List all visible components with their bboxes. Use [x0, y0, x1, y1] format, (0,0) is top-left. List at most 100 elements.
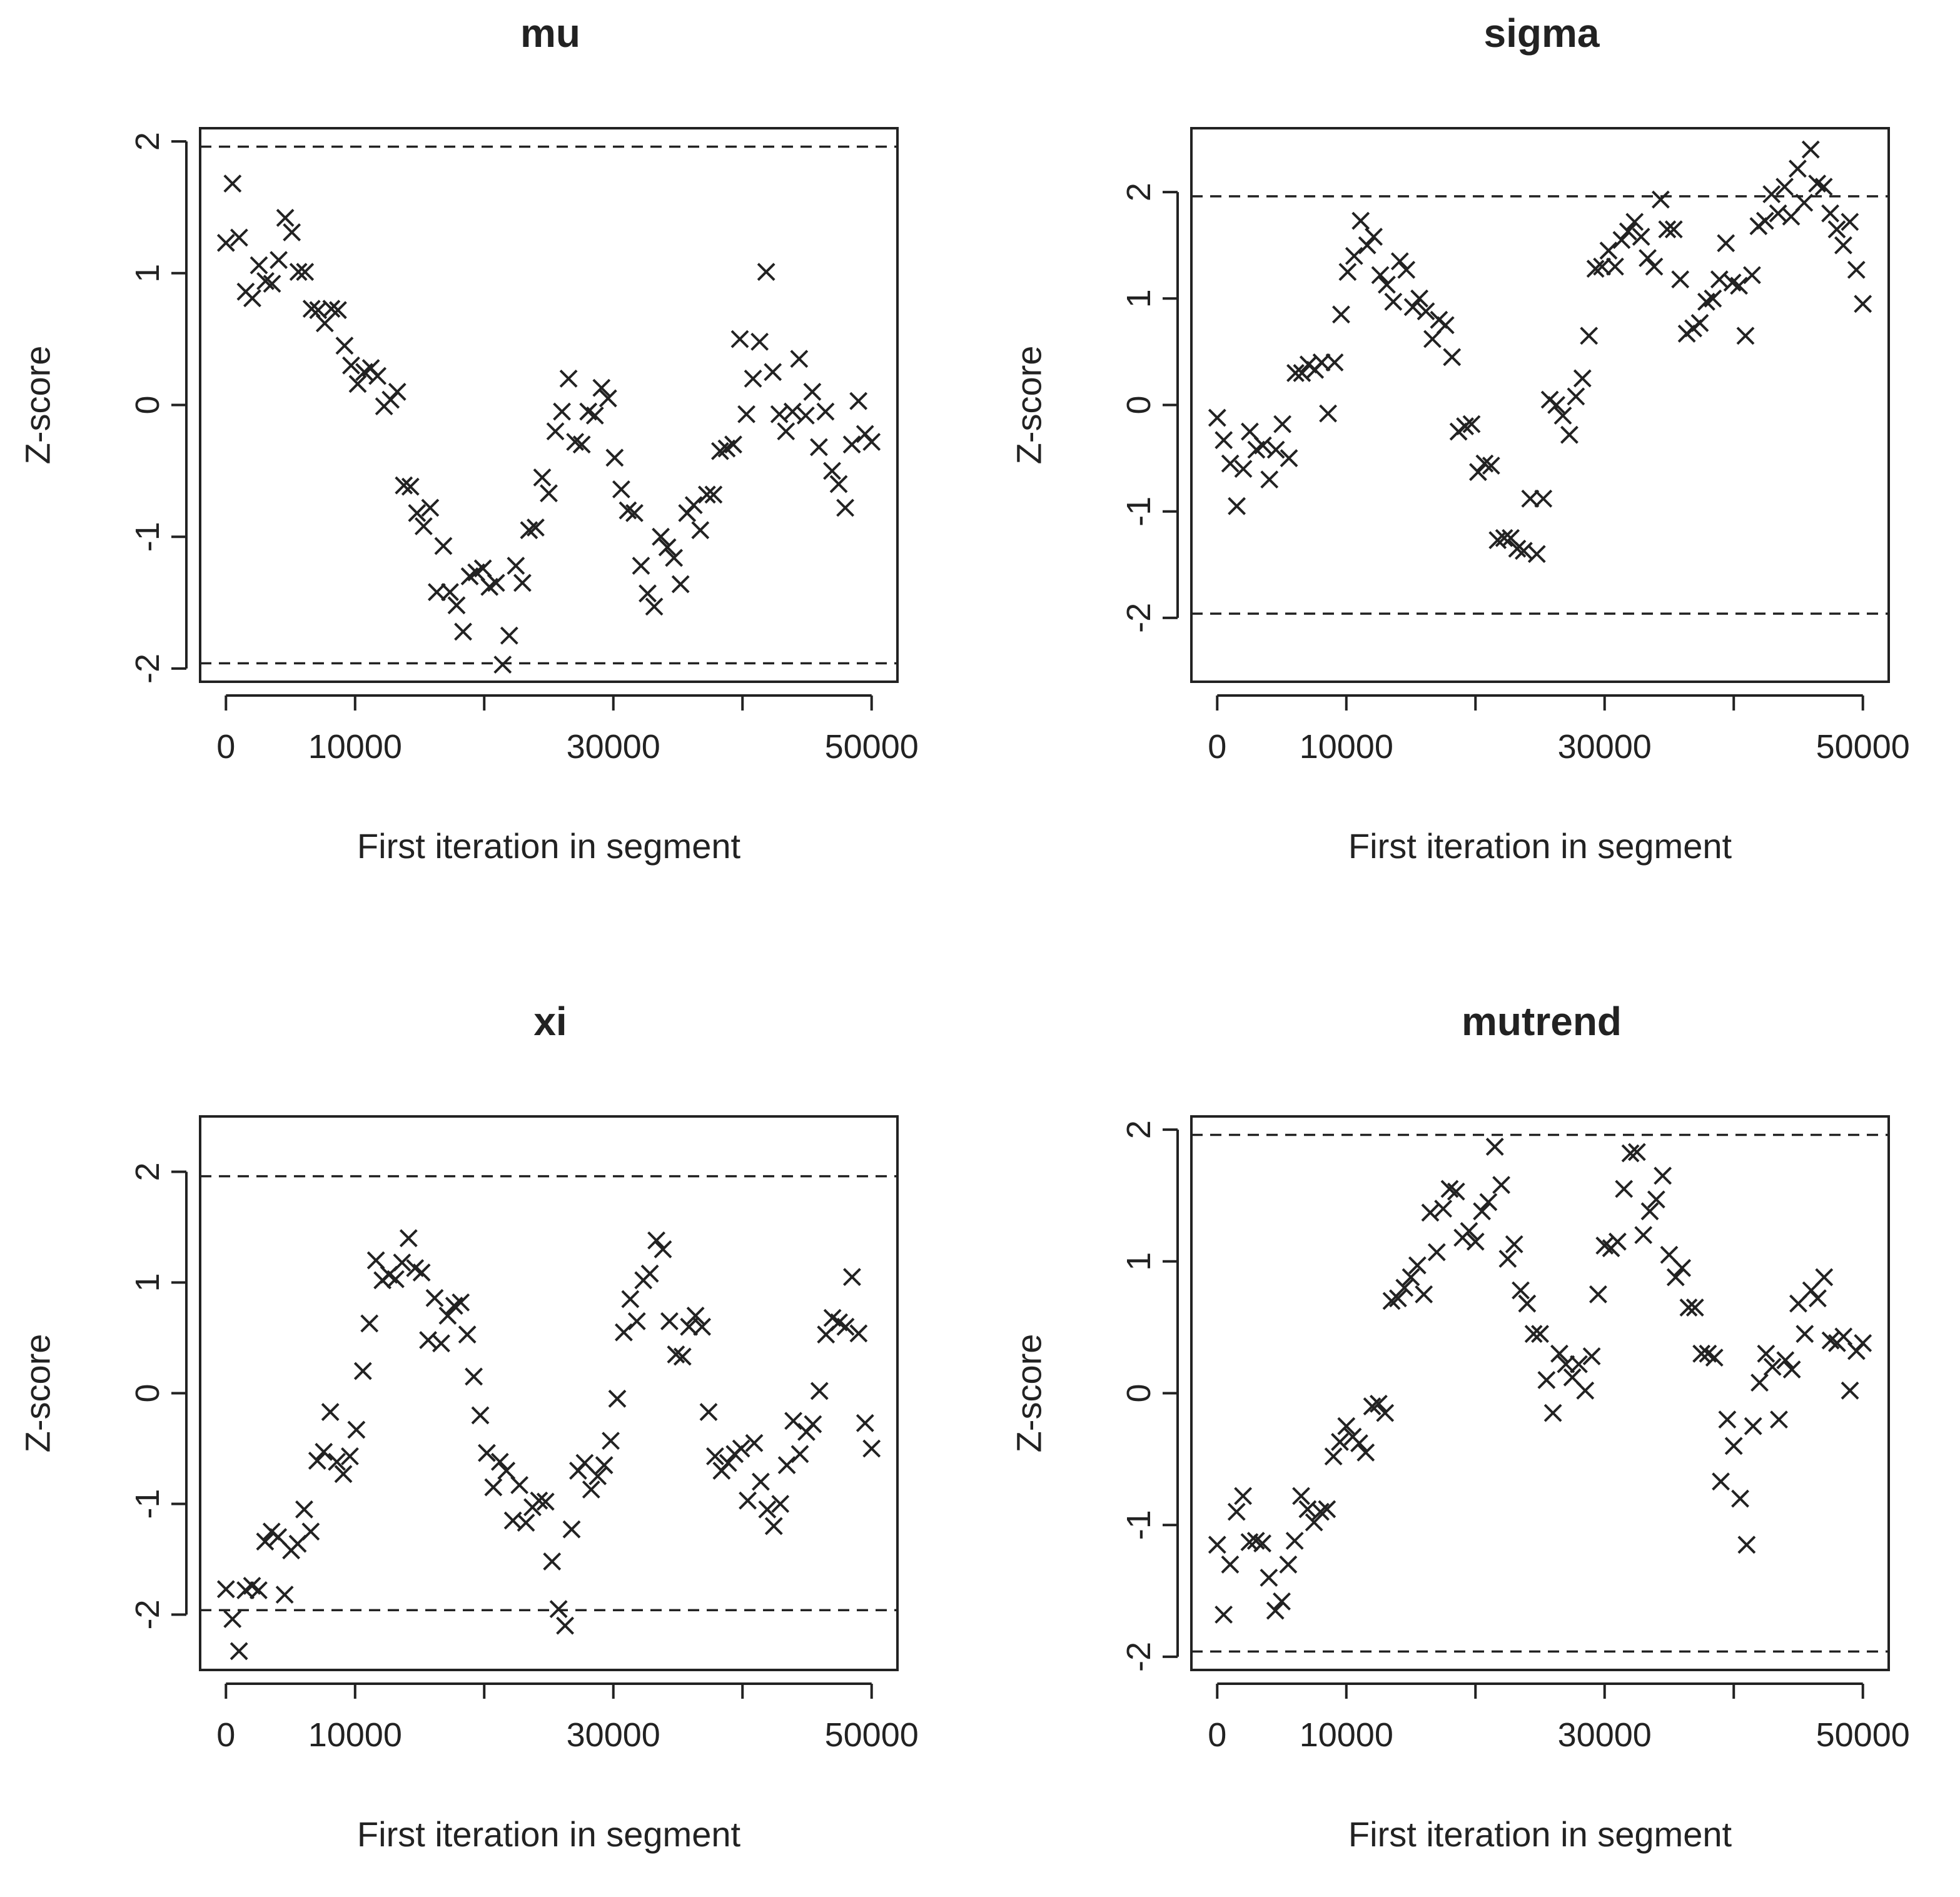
data-point — [777, 1456, 796, 1474]
data-point — [452, 1293, 470, 1312]
data-point — [1608, 1232, 1627, 1251]
data-point — [691, 521, 710, 540]
y-tick-label: -2 — [1120, 603, 1158, 633]
data-point — [1421, 1203, 1440, 1222]
data-point — [1821, 1331, 1840, 1350]
x-tick-label: 30000 — [567, 1716, 660, 1754]
data-point — [1815, 1268, 1834, 1287]
data-point — [1666, 1268, 1685, 1287]
data-point — [1730, 276, 1748, 295]
data-point — [697, 485, 716, 504]
data-point — [1634, 1226, 1653, 1245]
data-point — [1285, 1532, 1304, 1550]
data-point — [1795, 193, 1814, 212]
chart-title: xi — [533, 999, 567, 1044]
data-point — [810, 438, 828, 457]
data-point — [1573, 369, 1592, 388]
data-point — [602, 1432, 620, 1450]
y-tick-label: -1 — [129, 522, 166, 552]
data-point — [500, 626, 518, 645]
data-point — [1350, 1434, 1368, 1452]
x-tick-label: 0 — [216, 1716, 235, 1754]
data-point — [1647, 1190, 1665, 1209]
data-point — [1253, 436, 1272, 455]
data-point — [1847, 260, 1866, 279]
data-point — [1376, 1404, 1395, 1422]
data-point — [1736, 326, 1755, 345]
x-tick-label: 30000 — [567, 728, 660, 766]
data-point — [784, 1412, 802, 1430]
data-point — [862, 1439, 881, 1458]
data-point — [1537, 1371, 1556, 1389]
data-point — [1390, 252, 1409, 271]
data-point — [484, 1478, 503, 1497]
data-point — [1358, 236, 1377, 255]
data-point — [1253, 1534, 1271, 1553]
data-point — [1325, 353, 1344, 372]
y-tick-label: 2 — [129, 132, 166, 151]
data-point — [1337, 1417, 1356, 1435]
data-point — [441, 583, 459, 602]
data-point — [704, 485, 723, 504]
data-point — [328, 301, 347, 320]
data-point — [783, 402, 802, 421]
y-tick-label: 0 — [1120, 395, 1158, 414]
data-point — [1841, 213, 1859, 231]
data-point — [1582, 1347, 1601, 1365]
data-point — [302, 300, 321, 318]
x-tick-label: 30000 — [1558, 728, 1652, 766]
data-point — [559, 369, 578, 388]
x-tick-label: 0 — [1208, 1716, 1226, 1754]
y-tick-label: 2 — [129, 1162, 166, 1181]
data-point — [764, 1517, 783, 1535]
data-point — [1338, 263, 1357, 281]
x-tick-label: 30000 — [1558, 1716, 1652, 1754]
data-point — [1776, 178, 1794, 196]
x-tick-label: 50000 — [1816, 1716, 1910, 1754]
data-point — [589, 1467, 607, 1485]
data-point — [1612, 231, 1631, 250]
data-point — [216, 233, 235, 252]
data-point — [1731, 1489, 1749, 1508]
data-point — [1286, 364, 1305, 382]
data-point — [750, 332, 769, 351]
y-tick-label: 1 — [1120, 289, 1158, 308]
data-point — [549, 1600, 568, 1619]
data-point — [1527, 545, 1546, 564]
data-point — [510, 1475, 528, 1494]
data-point — [1266, 440, 1285, 459]
data-point — [1447, 1182, 1465, 1201]
x-tick-label: 0 — [216, 728, 235, 766]
data-point — [1692, 1344, 1711, 1363]
data-point — [627, 1312, 646, 1330]
data-point — [1547, 396, 1565, 414]
data-point — [1279, 1556, 1298, 1574]
data-point — [1595, 1237, 1614, 1255]
data-point — [1410, 289, 1428, 308]
data-point — [386, 1270, 405, 1288]
data-point — [388, 383, 407, 401]
data-point — [1378, 275, 1396, 294]
data-point — [275, 1586, 294, 1604]
y-axis-label: Z-score — [18, 1334, 58, 1453]
data-point — [421, 498, 440, 517]
data-point — [673, 1347, 692, 1366]
data-point — [533, 468, 552, 487]
data-point — [1395, 1278, 1414, 1297]
data-point — [1762, 185, 1781, 203]
data-point — [1593, 257, 1611, 276]
data-point — [639, 584, 657, 603]
data-point — [582, 1480, 600, 1499]
data-point — [342, 356, 360, 375]
data-point — [408, 503, 427, 522]
data-point — [856, 1414, 874, 1432]
data-point — [553, 402, 571, 421]
data-point — [399, 1229, 418, 1248]
data-point — [1403, 298, 1422, 316]
y-tick-label: -2 — [1120, 1642, 1158, 1672]
data-point — [1318, 1500, 1336, 1519]
data-point — [1462, 415, 1481, 433]
data-point — [1482, 457, 1500, 475]
data-point — [395, 476, 413, 495]
